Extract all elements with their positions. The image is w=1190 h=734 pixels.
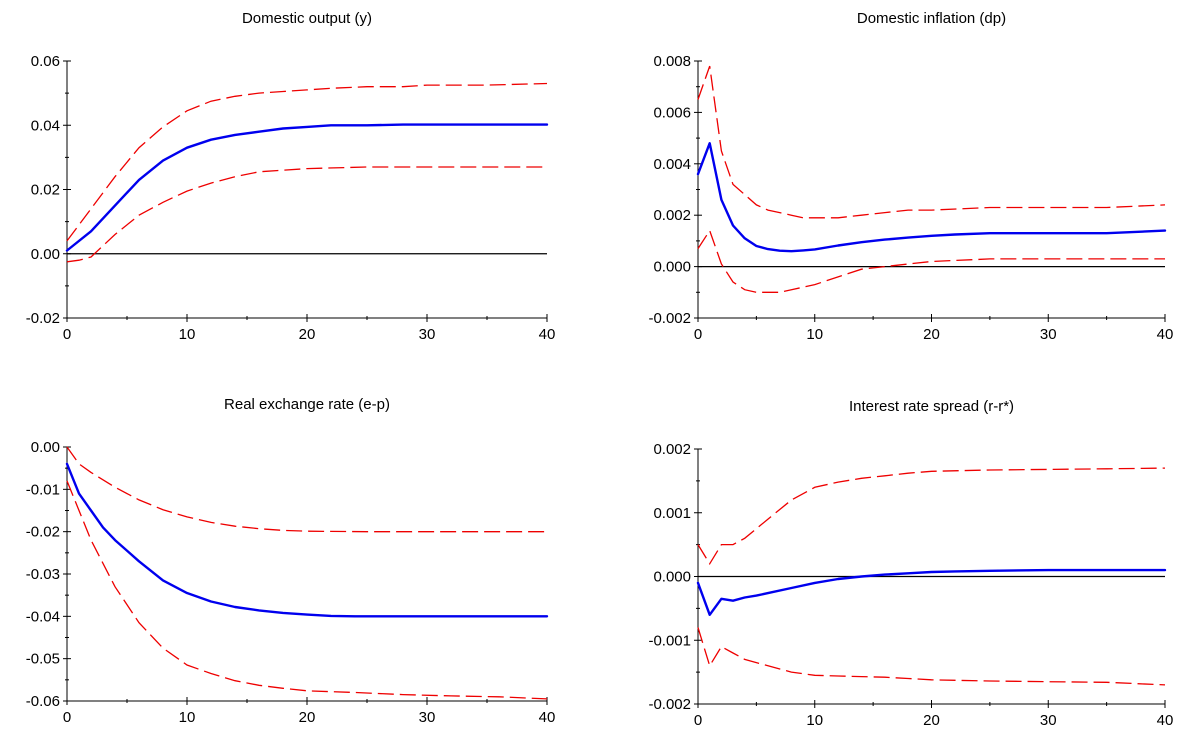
real-exchange-rate-upper-line xyxy=(66,446,547,533)
real-exchange-rate-y-tick-label: -0.03 xyxy=(26,566,60,583)
real-exchange-rate-y-tick-label: -0.04 xyxy=(26,608,60,625)
domestic-output-x-tick-label: 10 xyxy=(179,326,196,343)
real-exchange-rate-y-tick-label: -0.05 xyxy=(26,651,60,668)
domestic-inflation-y-tick-label: 0.002 xyxy=(653,207,691,224)
domestic-output-y-tick-label: 0.02 xyxy=(31,182,60,199)
real-exchange-rate-x-tick-label: 40 xyxy=(539,709,556,726)
real-exchange-rate-x-tick-label: 30 xyxy=(419,709,436,726)
domestic-output-y-tick-label: 0.06 xyxy=(31,53,60,70)
interest-rate-spread-x-tick-label: 30 xyxy=(1040,712,1057,729)
domestic-inflation-x-tick-label: 10 xyxy=(806,326,823,343)
domestic-inflation-median-line xyxy=(696,141,1167,253)
domestic-output-x-tick-label: 30 xyxy=(419,326,436,343)
interest-rate-spread-title: Interest rate spread (r-r*) xyxy=(849,398,1014,415)
interest-rate-spread-y-tick-label: -0.002 xyxy=(648,696,691,713)
domestic-inflation-chart: Domestic inflation (dp) -0.002 0.000 0.002 0… xyxy=(648,10,1173,343)
domestic-inflation-x-tick-label: 40 xyxy=(1157,326,1174,343)
interest-rate-spread-chart: Interest rate spread (r-r*) -0.002 -0.001 0… xyxy=(648,398,1173,729)
domestic-output-chart: Domestic output (y) -0.02 0.00 0.02 0.04 0.06… xyxy=(26,10,556,343)
domestic-inflation-x-tick-label: 20 xyxy=(923,326,940,343)
domestic-inflation-x-tick-label: 0 xyxy=(694,326,702,343)
interest-rate-spread-x-tick-label: 10 xyxy=(806,712,823,729)
interest-rate-spread-y-tick-label: 0.000 xyxy=(653,569,691,586)
real-exchange-rate-y-tick-label: 0.00 xyxy=(31,439,60,456)
interest-rate-spread-x-tick-label: 40 xyxy=(1157,712,1174,729)
real-exchange-rate-y-tick-label: -0.01 xyxy=(26,481,60,498)
interest-rate-spread-y-tick-label: 0.002 xyxy=(653,441,691,458)
interest-rate-spread-lower-line xyxy=(697,627,1166,686)
domestic-output-title: Domestic output (y) xyxy=(242,10,372,27)
domestic-output-y-tick-label: 0.04 xyxy=(31,117,60,134)
real-exchange-rate-x-tick-label: 10 xyxy=(179,709,196,726)
domestic-output-x-tick-label: 40 xyxy=(539,326,556,343)
domestic-inflation-y-tick-label: 0.004 xyxy=(653,156,691,173)
domestic-inflation-x-tick-label: 30 xyxy=(1040,326,1057,343)
domestic-inflation-title: Domestic inflation (dp) xyxy=(857,10,1006,27)
domestic-inflation-y-tick-label: 0.000 xyxy=(653,259,691,276)
domestic-output-lower-line xyxy=(66,166,547,263)
interest-rate-spread-y-tick-label: -0.001 xyxy=(648,632,691,649)
domestic-output-upper-line xyxy=(66,82,548,242)
interest-rate-spread-median-line xyxy=(696,568,1167,616)
real-exchange-rate-title: Real exchange rate (e-p) xyxy=(224,396,390,413)
interest-rate-spread-x-tick-label: 20 xyxy=(923,712,940,729)
interest-rate-spread-y-tick-label: 0.001 xyxy=(653,505,691,522)
interest-rate-spread-upper-line xyxy=(697,467,1166,566)
domestic-inflation-y-tick-label: -0.002 xyxy=(648,310,691,327)
domestic-inflation-y-tick-label: 0.008 xyxy=(653,53,691,70)
real-exchange-rate-lower-line xyxy=(66,480,548,700)
domestic-inflation-y-tick-label: 0.006 xyxy=(653,104,691,121)
domestic-output-x-tick-label: 0 xyxy=(63,326,71,343)
real-exchange-rate-x-tick-label: 0 xyxy=(63,709,71,726)
real-exchange-rate-chart: Real exchange rate (e-p) -0.06 -0.05 -0.04 -… xyxy=(26,396,556,726)
domestic-output-x-tick-label: 20 xyxy=(299,326,316,343)
real-exchange-rate-median-line xyxy=(65,462,549,618)
domestic-output-median-line xyxy=(65,123,549,252)
domestic-output-y-tick-label: 0.00 xyxy=(31,246,60,263)
real-exchange-rate-x-tick-label: 20 xyxy=(299,709,316,726)
real-exchange-rate-y-tick-label: -0.02 xyxy=(26,524,60,541)
real-exchange-rate-y-tick-label: -0.06 xyxy=(26,693,60,710)
domestic-output-y-tick-label: -0.02 xyxy=(26,310,60,327)
domestic-inflation-lower-line xyxy=(697,229,1165,293)
interest-rate-spread-x-tick-label: 0 xyxy=(694,712,702,729)
domestic-inflation-upper-line xyxy=(697,65,1166,219)
